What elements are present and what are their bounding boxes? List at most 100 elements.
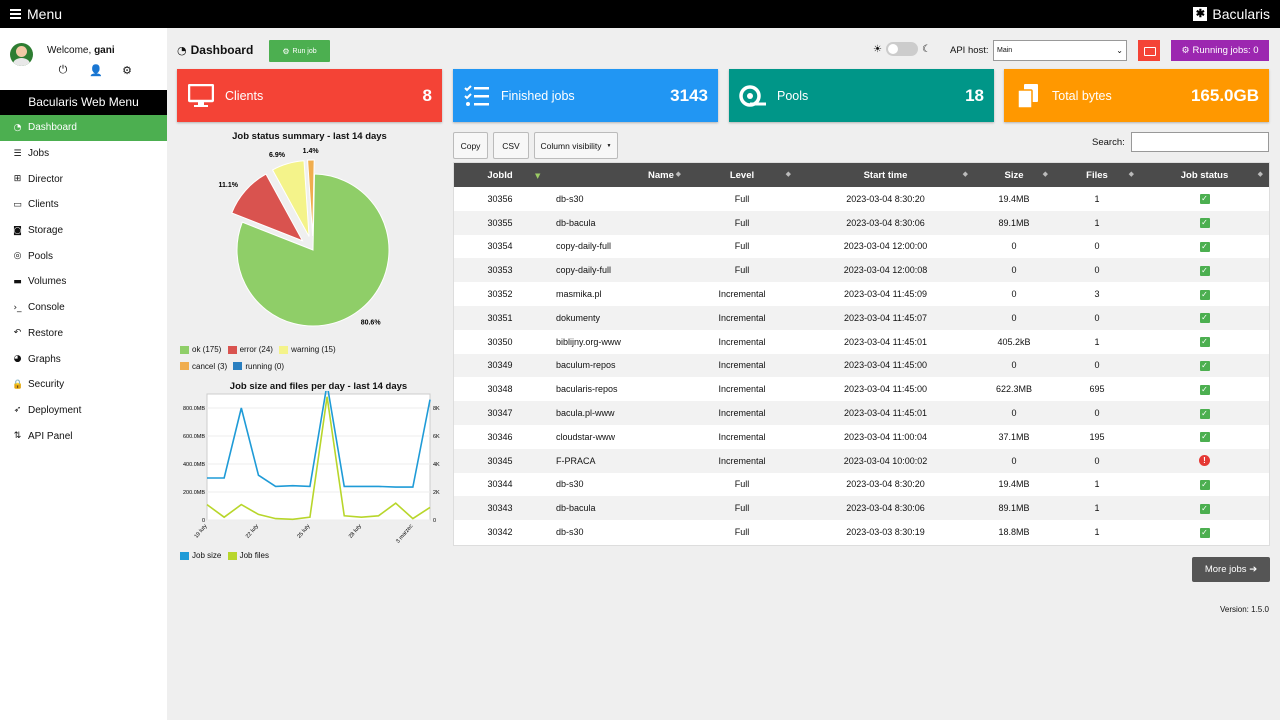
sidebar-item-deployment[interactable]: ➶ Deployment xyxy=(0,398,167,424)
power-icon[interactable]: ⏻ xyxy=(58,64,68,76)
table-row[interactable]: 30347 bacula.pl-www Incremental 2023-03-04 … xyxy=(454,401,1269,425)
copy-button[interactable]: Copy xyxy=(453,132,488,159)
cell-files: 0 xyxy=(1094,241,1100,252)
api-host-select[interactable]: Main ⌄ xyxy=(993,40,1127,61)
pools-card[interactable]: Pools 18 xyxy=(729,69,994,122)
sidebar-item-director[interactable]: ⊞ Director xyxy=(0,166,167,192)
table-row[interactable]: 30354 copy-daily-full Full 2023-03-04 12:00… xyxy=(454,235,1269,259)
clients-label: Clients xyxy=(225,88,264,103)
total-bytes-value: 165.0GB xyxy=(1190,85,1259,105)
welcome-text: Welcome, gani xyxy=(47,45,115,56)
cell-files: 1 xyxy=(1094,503,1100,514)
cell-job-status: ✓ xyxy=(1140,425,1269,449)
brand-name: Bacularis xyxy=(1212,6,1270,22)
table-row[interactable]: 30348 bacularis-repos Incremental 2023-03-0… xyxy=(454,377,1269,401)
table-row[interactable]: 30351 dokumenty Incremental 2023-03-04 11:4… xyxy=(454,305,1269,330)
legend-item-job-size: Job size xyxy=(180,551,221,560)
col-header-level[interactable]: Level ◆ xyxy=(729,169,791,181)
total-bytes-card[interactable]: Total bytes 165.0GB xyxy=(1004,69,1269,122)
sidebar-item-jobs[interactable]: ☰ Jobs xyxy=(0,141,167,167)
sort-icon: ◆ xyxy=(1128,170,1134,178)
sidebar-item-dashboard[interactable]: ◔ Dashboard xyxy=(0,115,167,141)
cell-name[interactable]: bacula.pl-www xyxy=(556,408,615,419)
table-row[interactable]: 30346 cloudstar-www Incremental 2023-03-04 … xyxy=(454,425,1269,449)
sidebar-item-volumes[interactable]: ▬ Volumes xyxy=(0,269,167,295)
cell-files: 0 xyxy=(1094,360,1100,371)
pie-label-warning: 6.9% xyxy=(269,152,286,159)
search-input[interactable] xyxy=(1131,132,1269,152)
table-row[interactable]: 30345 F-PRACA Incremental 2023-03-04 10:00:… xyxy=(454,448,1269,473)
sidebar-item-security[interactable]: 🔒 Security xyxy=(0,372,167,398)
table-row[interactable]: 30356 db-s30 Full 2023-03-04 8:30:20 19.4MB 1… xyxy=(454,187,1269,211)
table-row[interactable]: 30343 db-bacula Full 2023-03-04 8:30:06 89.1… xyxy=(454,496,1269,521)
sidebar-item-restore[interactable]: ↶ Restore xyxy=(0,321,167,347)
cell-name[interactable]: copy-daily-full xyxy=(556,241,612,252)
pie-label-ok: 80.6% xyxy=(361,320,382,327)
cell-name[interactable]: db-s30 xyxy=(556,527,584,538)
col-header-name[interactable]: Name ◆ xyxy=(648,169,681,181)
cell-name[interactable]: db-bacula xyxy=(556,217,596,228)
cell-name[interactable]: cloudstar-www xyxy=(556,431,616,442)
table-row[interactable]: 30342 db-s30 Full 2023-03-03 8:30:19 18.8MB 1… xyxy=(454,520,1269,544)
cell-name[interactable]: db-s30 xyxy=(556,479,584,490)
cell-size: 622.3MB xyxy=(995,384,1033,395)
y-left-tick-label: 600.0MB xyxy=(183,434,205,440)
column-visibility-button[interactable]: Column visibility ▼ xyxy=(534,132,618,159)
sidebar-item-console[interactable]: ›_ Console xyxy=(0,295,167,321)
cell-level: Full xyxy=(734,265,750,276)
cell-name[interactable]: masmika.pl xyxy=(556,289,602,300)
menu-button[interactable]: Menu xyxy=(10,6,62,22)
gear-icon[interactable]: ⚙ xyxy=(122,65,132,77)
cell-name[interactable]: copy-daily-full xyxy=(556,265,612,276)
cell-size: 0 xyxy=(1011,360,1017,371)
finished-jobs-value: 3143 xyxy=(670,85,708,105)
avatar xyxy=(10,43,33,66)
col-header-jobid[interactable]: JobId ▼ xyxy=(487,169,541,181)
col-header-job-status[interactable]: Job status ◆ xyxy=(1180,169,1263,181)
cell-name[interactable]: bacularis-repos xyxy=(556,384,618,395)
more-jobs-button[interactable]: More jobs ➔ xyxy=(1192,557,1270,582)
cell-name[interactable]: dokumenty xyxy=(556,312,601,323)
cell-name[interactable]: F-PRACA xyxy=(556,455,596,466)
sidebar-item-pools[interactable]: ◎ Pools xyxy=(0,243,167,269)
sidebar-item-graphs[interactable]: ◕ Graphs xyxy=(0,346,167,372)
sidebar-item-api-panel[interactable]: ⇅ API Panel xyxy=(0,423,167,449)
table-row[interactable]: 30355 db-bacula Full 2023-03-04 8:30:06 89.1… xyxy=(454,210,1269,235)
table-row[interactable]: 30352 masmika.pl Incremental 2023-03-04 11:… xyxy=(454,282,1269,306)
cell-job-status: ✓ xyxy=(1140,377,1269,401)
table-row[interactable]: 30350 biblijny.org-www Incremental 2023-03-… xyxy=(454,330,1269,354)
cell-name[interactable]: biblijny.org-www xyxy=(556,336,621,347)
cell-start-time: 2023-03-04 8:30:06 xyxy=(846,217,925,228)
running-jobs-label: Running jobs: 0 xyxy=(1192,45,1259,56)
cell-name[interactable]: db-bacula xyxy=(556,503,596,514)
sidebar-item-label: Pools xyxy=(28,250,54,262)
sidebar-item-storage[interactable]: ◙ Storage xyxy=(0,218,167,244)
run-job-button[interactable]: ⚙ Run job xyxy=(269,40,330,62)
sidebar-item-clients[interactable]: ▭ Clients xyxy=(0,192,167,218)
user-cog-icon[interactable]: 👤 xyxy=(89,65,103,77)
status-ok-icon: ✓ xyxy=(1199,241,1210,252)
clients-card[interactable]: Clients 8 xyxy=(177,69,442,122)
cell-name[interactable]: baculum-repos xyxy=(556,360,616,371)
dark-mode-toggle[interactable] xyxy=(885,42,918,56)
table-row[interactable]: 30353 copy-daily-full Full 2023-03-04 12:00… xyxy=(454,258,1269,283)
messages-button[interactable] xyxy=(1138,40,1160,61)
finished-jobs-card[interactable]: Finished jobs 3143 xyxy=(453,69,718,122)
csv-button[interactable]: CSV xyxy=(493,132,529,159)
col-header-files[interactable]: Files ◆ xyxy=(1086,169,1134,181)
cell-name[interactable]: db-s30 xyxy=(556,193,584,204)
running-jobs-button[interactable]: ⚙ Running jobs: 0 xyxy=(1171,40,1269,61)
col-header-start-time[interactable]: Start time ◆ xyxy=(863,169,968,181)
col-header-size[interactable]: Size ◆ xyxy=(1004,169,1048,181)
caret-down-icon: ▼ xyxy=(606,142,612,149)
y-left-tick-label: 400.0MB xyxy=(183,462,205,468)
cell-files: 0 xyxy=(1094,312,1100,323)
cell-files: 3 xyxy=(1094,289,1100,300)
table-row[interactable]: 30344 db-s30 Full 2023-03-04 8:30:20 19.4MB 1… xyxy=(454,473,1269,497)
table-row[interactable]: 30349 baculum-repos Incremental 2023-03-04 … xyxy=(454,353,1269,378)
lock-icon: 🔒 xyxy=(12,379,24,390)
chart-pie-icon: ◕ xyxy=(13,354,22,365)
brand[interactable]: ✱ Bacularis xyxy=(1193,6,1270,22)
cell-level: Incremental xyxy=(718,289,766,300)
list-check-icon xyxy=(453,84,501,108)
